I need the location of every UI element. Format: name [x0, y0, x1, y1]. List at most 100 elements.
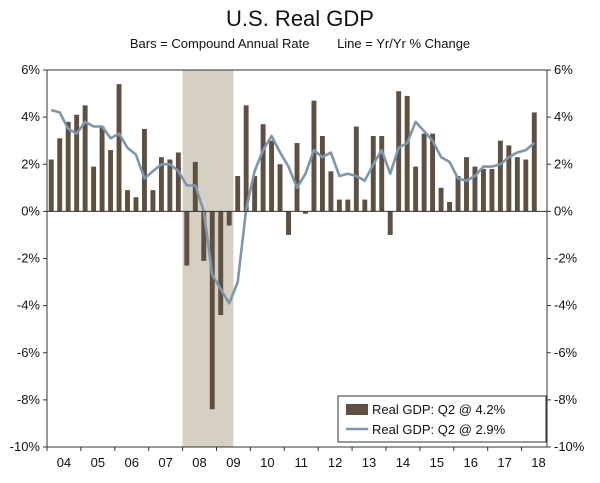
y-tick-label-left: -10% [10, 439, 41, 454]
subtitle-line: Line = Yr/Yr % Change [337, 36, 471, 51]
x-tick-label: 06 [125, 455, 139, 470]
bar [125, 190, 130, 212]
y-tick-label-left: 2% [21, 156, 40, 171]
bar [455, 176, 461, 212]
y-tick-label-left: -4% [17, 298, 41, 313]
recession-shading [182, 70, 234, 447]
bar [57, 138, 63, 212]
x-tick-label: 11 [294, 455, 308, 470]
bar [108, 150, 114, 212]
y-tick-label-left: -2% [17, 251, 41, 266]
bar [413, 166, 419, 212]
x-tick-label: 18 [531, 455, 545, 470]
bar [404, 95, 410, 212]
x-tick-label: 10 [260, 455, 274, 470]
y-tick-label-left: 4% [21, 109, 40, 124]
y-tick-label-right: 4% [554, 109, 573, 124]
bar [362, 199, 368, 212]
bar [82, 105, 88, 212]
bar [116, 84, 122, 212]
bar [91, 166, 97, 212]
x-tick-label: 04 [57, 455, 71, 470]
chart-title: U.S. Real GDP [226, 6, 374, 31]
bar [311, 100, 317, 212]
bar [142, 128, 147, 212]
bar [472, 166, 478, 212]
bar [150, 190, 156, 212]
bar [328, 171, 334, 212]
y-tick-label-right: 2% [554, 156, 573, 171]
bar [319, 135, 325, 212]
bar [421, 133, 427, 212]
bar [175, 152, 181, 212]
bar [74, 114, 80, 212]
bar [167, 159, 173, 212]
bar [387, 211, 393, 235]
bar [514, 157, 520, 212]
y-tick-label-left: -8% [17, 392, 41, 407]
bar [497, 140, 503, 212]
x-tick-label: 12 [328, 455, 342, 470]
legend-swatch-bar [346, 404, 368, 415]
y-tick-label-right: 6% [554, 62, 573, 77]
bar [464, 157, 469, 212]
bar [260, 124, 266, 212]
bar [226, 211, 232, 226]
y-tick-label-right: -8% [554, 392, 578, 407]
bar [379, 135, 385, 212]
y-tick-label-right: -4% [554, 298, 578, 313]
x-tick-label: 13 [362, 455, 376, 470]
bar [506, 145, 512, 212]
y-tick-label-right: 0% [554, 203, 573, 218]
line-series [50, 108, 536, 305]
bar [345, 199, 351, 212]
x-tick-label: 08 [192, 455, 206, 470]
bar [218, 211, 224, 316]
bar [209, 211, 215, 410]
y-tick-label-left: -6% [17, 345, 41, 360]
bar [269, 140, 275, 212]
bar [235, 176, 241, 212]
y-tick-label-left: 6% [21, 62, 40, 77]
x-tick-label: 17 [497, 455, 511, 470]
bar [523, 159, 529, 212]
bar [336, 199, 342, 212]
y-tick-label-left: 0% [21, 203, 40, 218]
legend-label-line: Real GDP: Q2 @ 2.9% [372, 422, 506, 437]
bar [201, 211, 207, 261]
bar [294, 143, 300, 212]
bar [158, 157, 164, 212]
y-tick-label-right: -2% [554, 251, 578, 266]
bar [252, 176, 258, 212]
bar [99, 126, 105, 212]
x-tick-label: 09 [226, 455, 240, 470]
bar [438, 187, 444, 212]
y-tick-label-right: -10% [554, 439, 585, 454]
legend-box [337, 395, 547, 443]
bar [447, 201, 452, 212]
x-tick-label: 05 [91, 455, 105, 470]
subtitle-bars: Bars = Compound Annual Rate [129, 36, 310, 51]
bar [303, 211, 308, 214]
x-tick-label: 15 [430, 455, 444, 470]
legend-label-bar: Real GDP: Q2 @ 4.2% [372, 402, 506, 417]
bar [480, 168, 486, 212]
bar [65, 121, 71, 212]
bar [370, 135, 376, 212]
chart-subtitle: Bars = Compound Annual Rate Line = Yr/Yr… [0, 36, 600, 51]
y-tick-label-right: -6% [554, 345, 578, 360]
bar [48, 159, 54, 212]
bar [133, 197, 139, 212]
x-tick-label: 14 [396, 455, 410, 470]
x-tick-label: 16 [463, 455, 477, 470]
bar [489, 168, 495, 212]
bar [286, 211, 291, 235]
bar [184, 211, 190, 266]
bar [430, 133, 436, 212]
plot-frame [46, 69, 548, 448]
bar [531, 112, 537, 212]
x-tick-label: 07 [158, 455, 172, 470]
bar [277, 164, 283, 212]
